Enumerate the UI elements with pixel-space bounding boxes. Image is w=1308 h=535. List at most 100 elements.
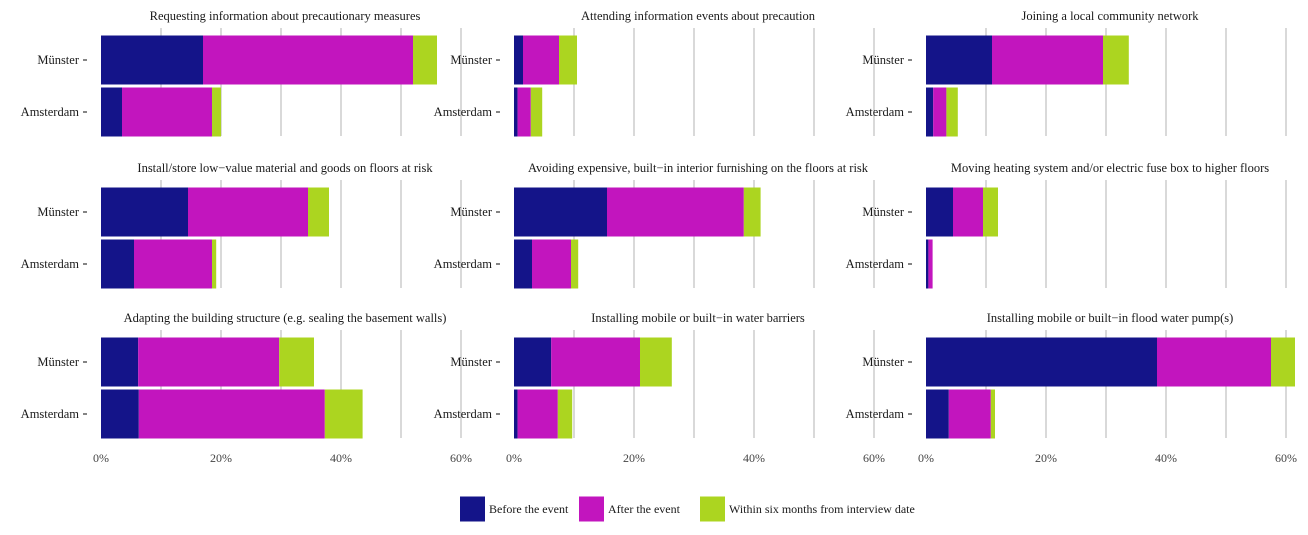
panel-title: Moving heating system and/or electric fu… [951,161,1269,175]
bar-amsterdam-after [517,87,531,137]
legend-item-within: Within six months from interview date [700,496,915,522]
panel-title: Joining a local community network [1021,9,1199,23]
panel-title: Attending information events about preca… [581,9,816,23]
category-label-munster: Münster [450,355,493,369]
bar-amsterdam-before [514,239,532,289]
bar-amsterdam-before [101,87,122,137]
bar-munster-before [101,187,188,237]
bar-munster-before [514,35,523,85]
x-tick-label: 20% [1035,451,1057,465]
panel-1: Requesting information about precautiona… [21,9,462,137]
bar-amsterdam-before [926,239,929,289]
category-label-amsterdam: Amsterdam [434,105,493,119]
legend-item-after: After the event [579,496,681,522]
chart-panels: Requesting information about precautiona… [21,9,1297,465]
bar-munster-before [926,187,953,237]
bar-amsterdam-within [324,389,363,439]
panel-3: Joining a local community network Münster… [846,9,1287,137]
x-tick-label: 40% [1155,451,1177,465]
category-label-amsterdam: Amsterdam [21,105,80,119]
category-label-amsterdam: Amsterdam [846,105,905,119]
x-tick-label: 40% [330,451,352,465]
bar-amsterdam-after [532,239,571,289]
legend-swatch-before [460,496,485,522]
bar-munster-before [926,337,1157,387]
bar-munster-after [203,35,413,85]
x-tick-label: 0% [93,451,109,465]
category-label-amsterdam: Amsterdam [21,257,80,271]
bar-munster-within [640,337,672,387]
bar-amsterdam-after [928,239,933,289]
bar-munster-before [101,35,203,85]
bar-munster-after [992,35,1103,85]
panel-7: Adapting the building structure (e.g. se… [21,311,472,465]
legend-label-after: After the event [608,502,681,516]
legend-item-before: Before the event [460,496,569,522]
bar-amsterdam-within [530,87,543,137]
panel-5: Avoiding expensive, built−in interior fu… [434,161,875,289]
category-label-amsterdam: Amsterdam [434,407,493,421]
category-label-munster: Münster [862,53,905,67]
legend: Before the event After the event Within si… [460,496,915,522]
category-label-munster: Münster [862,355,905,369]
bar-munster-within [983,187,998,237]
bar-amsterdam-within [571,239,579,289]
category-label-munster: Münster [37,205,80,219]
bar-munster-after [138,337,280,387]
bar-amsterdam-after [933,87,947,137]
bar-amsterdam-before [926,87,934,137]
category-label-amsterdam: Amsterdam [21,407,80,421]
bar-munster-after [523,35,559,85]
x-tick-label: 40% [743,451,765,465]
panel-title: Installing mobile or built−in flood wate… [987,311,1234,325]
bar-amsterdam-within [557,389,573,439]
panel-6: Moving heating system and/or electric fu… [846,161,1287,289]
bar-munster-before [926,35,992,85]
category-label-amsterdam: Amsterdam [846,407,905,421]
bar-amsterdam-before [101,389,139,439]
panel-title: Requesting information about precautiona… [150,9,421,23]
bar-munster-after [1157,337,1271,387]
category-label-munster: Münster [862,205,905,219]
category-label-amsterdam: Amsterdam [434,257,493,271]
bar-munster-after [551,337,640,387]
panel-title: Adapting the building structure (e.g. se… [124,311,447,325]
panel-8: Installing mobile or built−in water barr… [434,311,885,465]
bar-munster-before [101,337,139,387]
x-tick-label: 60% [1275,451,1297,465]
bar-munster-within [308,187,329,237]
bar-amsterdam-before [926,389,949,439]
panel-4: Install/store low−value material and goo… [21,161,462,289]
bar-amsterdam-before [101,239,134,289]
category-label-munster: Münster [450,53,493,67]
category-label-munster: Münster [450,205,493,219]
panel-2: Attending information events about preca… [434,9,875,137]
bar-munster-within [1271,337,1295,387]
bar-amsterdam-after [517,389,558,439]
bar-amsterdam-after [948,389,991,439]
bar-amsterdam-before [514,389,518,439]
x-tick-label: 0% [918,451,934,465]
bar-munster-after [607,187,744,237]
bar-munster-within [559,35,577,85]
legend-label-within: Within six months from interview date [729,502,915,516]
bar-amsterdam-before [514,87,518,137]
bar-munster-after [953,187,983,237]
panel-title: Avoiding expensive, built−in interior fu… [528,161,869,175]
bar-amsterdam-within [946,87,958,137]
legend-label-before: Before the event [489,502,569,516]
panel-title: Installing mobile or built−in water barr… [591,311,805,325]
bar-amsterdam-after [138,389,325,439]
bar-munster-before [514,337,552,387]
bar-munster-within [413,35,437,85]
category-label-munster: Münster [37,355,80,369]
x-tick-label: 60% [450,451,472,465]
legend-swatch-within [700,496,725,522]
x-tick-label: 20% [623,451,645,465]
category-label-munster: Münster [37,53,80,67]
bar-munster-within [743,187,761,237]
legend-swatch-after [579,496,604,522]
panel-title: Install/store low−value material and goo… [137,161,433,175]
bar-amsterdam-after [122,87,212,137]
